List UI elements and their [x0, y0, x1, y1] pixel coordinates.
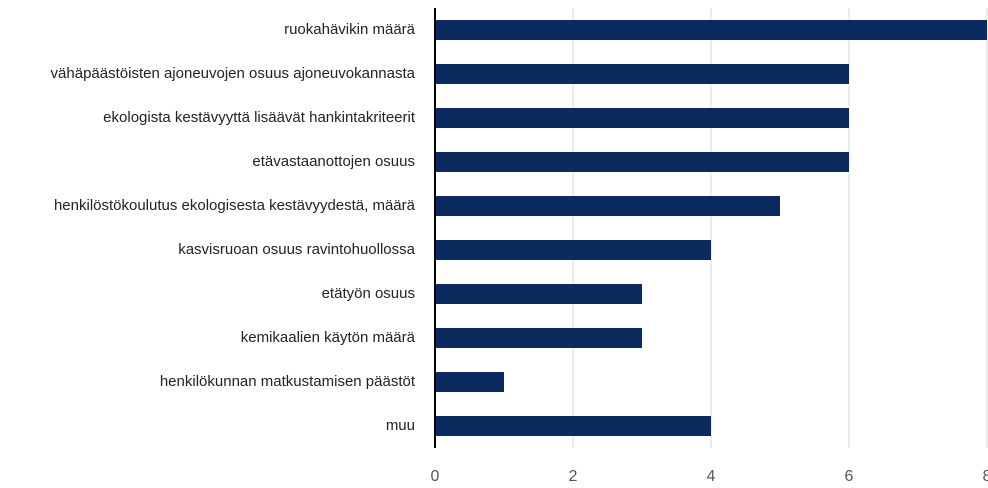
x-tick-label: 8	[983, 468, 988, 485]
y-tick-label: henkilöstökoulutus ekologisesta kestävyy…	[54, 197, 416, 214]
y-tick-label: kasvisruoan osuus ravintohuollossa	[178, 241, 415, 258]
y-tick-label: ekologista kestävyyttä lisäävät hankinta…	[103, 109, 416, 126]
y-tick-label: etävastaanottojen osuus	[252, 153, 415, 170]
bar	[435, 64, 849, 84]
x-tick-label: 6	[845, 468, 854, 485]
bar	[435, 284, 642, 304]
bar	[435, 328, 642, 348]
y-tick-label: muu	[386, 417, 415, 434]
y-tick-label: vähäpäästöisten ajoneuvojen osuus ajoneu…	[51, 65, 416, 82]
x-tick-label: 0	[431, 468, 440, 485]
bar	[435, 240, 711, 260]
bar	[435, 152, 849, 172]
bar	[435, 416, 711, 436]
bar	[435, 372, 504, 392]
x-tick-label: 4	[707, 468, 716, 485]
bar	[435, 108, 849, 128]
x-tick-label: 2	[569, 468, 578, 485]
bar	[435, 20, 987, 40]
y-tick-label: kemikaalien käytön määrä	[241, 329, 416, 346]
y-tick-label: etätyön osuus	[322, 285, 415, 302]
y-tick-label: henkilökunnan matkustamisen päästöt	[160, 373, 416, 390]
bar	[435, 196, 780, 216]
y-tick-label: ruokahävikin määrä	[284, 21, 416, 38]
